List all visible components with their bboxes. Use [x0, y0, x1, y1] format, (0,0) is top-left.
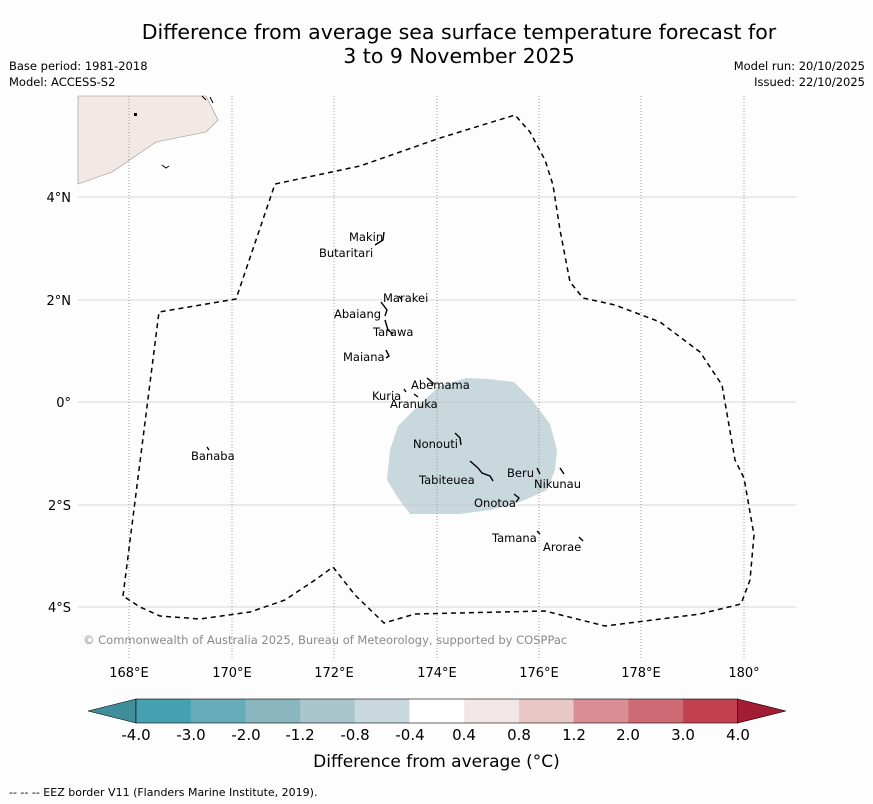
base-period: Base period: 1981-2018 — [9, 59, 148, 73]
island-label: Marakei — [383, 291, 428, 305]
colorbar-extend-high — [737, 698, 787, 724]
island-label: Abemama — [411, 378, 470, 392]
colorbar-tick: 0.8 — [507, 726, 531, 744]
island-label: Nikunau — [534, 477, 581, 491]
colorbar-segment — [573, 699, 629, 723]
colorbar-tick: -3.0 — [176, 726, 205, 744]
colorbar-segment — [518, 699, 575, 723]
island-label: Banaba — [191, 449, 235, 463]
land-patch — [77, 95, 219, 185]
colorbar-tick: -1.2 — [285, 726, 314, 744]
colorbar-segment — [628, 699, 684, 723]
island-label: Tabiteuea — [418, 473, 475, 487]
island-shapes — [206, 231, 584, 542]
lon-label: 172°E — [314, 666, 354, 681]
colorbar-segment — [409, 699, 465, 723]
title-line-2: 3 to 9 November 2025 — [343, 44, 575, 68]
title-line-1: Difference from average sea surface temp… — [141, 20, 777, 44]
island-label: Makin — [349, 230, 383, 244]
lat-label: 4°N — [47, 191, 72, 206]
lon-labels: 168°E 170°E 172°E 174°E 176°E 178°E 180° — [109, 666, 759, 681]
island-label: Butaritari — [319, 246, 373, 260]
footnote: -- -- -- EEZ border V11 (Flanders Marine… — [9, 786, 318, 799]
colorbar-label: Difference from average (°C) — [313, 752, 560, 772]
lat-labels: 4°N 2°N 0° 2°S 4°S — [47, 191, 72, 616]
island-label: Beru — [507, 466, 534, 480]
colorbar-segment — [683, 699, 739, 723]
lon-label: 174°E — [417, 666, 457, 681]
colorbar — [87, 698, 787, 724]
anomaly-patch — [387, 378, 557, 514]
island-label: Onotoa — [474, 496, 516, 510]
island-label: Kuria — [372, 389, 401, 403]
meta-right: Model run: 20/10/2025 Issued: 22/10/2025 — [734, 58, 865, 90]
colorbar-tick: 3.0 — [671, 726, 695, 744]
colorbar-outline — [135, 698, 739, 724]
colorbar-tick: -0.4 — [395, 726, 424, 744]
lat-label: 4°S — [48, 601, 71, 616]
lon-gridlines — [128, 96, 745, 660]
model-name: Model: ACCESS-S2 — [9, 75, 116, 89]
colorbar-segment — [464, 699, 520, 723]
colorbar-tick: 0.4 — [452, 726, 476, 744]
colorbar-segment — [190, 699, 246, 723]
lon-label: 178°E — [621, 666, 661, 681]
land-islet — [134, 113, 137, 116]
lon-label: 176°E — [519, 666, 559, 681]
lat-label: 2°S — [48, 499, 71, 514]
colorbar-tick: -2.0 — [231, 726, 260, 744]
island-label: Nonouti — [413, 437, 458, 451]
lon-label: 170°E — [212, 666, 252, 681]
land-islet-3 — [201, 95, 214, 104]
eez-border — [122, 114, 755, 627]
island-labels: Makin Butaritari Marakei Abaiang Tarawa … — [191, 230, 581, 554]
island-label: Arorae — [543, 540, 581, 554]
model-run: Model run: 20/10/2025 — [733, 59, 865, 73]
lat-label: 0° — [56, 396, 71, 411]
chart-title: Difference from average sea surface temp… — [0, 20, 873, 68]
meta-left: Base period: 1981-2018 Model: ACCESS-S2 — [9, 58, 148, 90]
issued-date: Issued: 22/10/2025 — [754, 75, 865, 89]
map-area: Makin Butaritari Marakei Abaiang Tarawa … — [77, 95, 796, 660]
copyright-text: © Commonwealth of Australia 2025, Bureau… — [83, 633, 567, 647]
island-label: Tamana — [491, 531, 537, 545]
lon-label: 168°E — [109, 666, 149, 681]
colorbar-segment — [300, 699, 356, 723]
colorbar-tick: 1.2 — [562, 726, 586, 744]
island-label: Aranuka — [390, 397, 438, 411]
colorbar-tick: -4.0 — [121, 726, 150, 744]
lon-label: 180° — [728, 666, 759, 681]
colorbar-segment — [245, 699, 301, 723]
colorbar-tick: 4.0 — [726, 726, 750, 744]
colorbar-tick: 2.0 — [616, 726, 640, 744]
colorbar-segment — [136, 699, 192, 723]
colorbar-ticks: -4.0 -3.0 -2.0 -1.2 -0.8 -0.4 0.4 0.8 1.… — [121, 726, 750, 744]
island-label: Tarawa — [372, 325, 413, 339]
island-label: Abaiang — [334, 307, 381, 321]
land-islet-2 — [161, 164, 170, 169]
colorbar-extend-low — [87, 698, 137, 724]
colorbar-tick: -0.8 — [340, 726, 369, 744]
island-label: Maiana — [343, 350, 385, 364]
colorbar-segment — [354, 699, 410, 723]
lat-label: 2°N — [47, 294, 72, 309]
